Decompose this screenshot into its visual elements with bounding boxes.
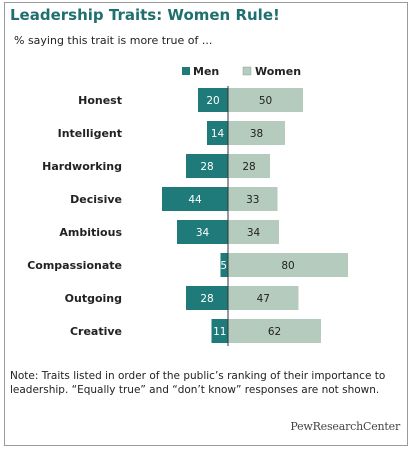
data-label-men: 5	[220, 260, 227, 272]
bar-women	[228, 121, 285, 145]
bar-women	[228, 253, 348, 277]
footnote: Note: Traits listed in order of the publ…	[10, 370, 386, 396]
data-label-men: 11	[213, 326, 226, 338]
legend-swatch-men	[182, 67, 190, 75]
data-label-men: 20	[206, 95, 219, 107]
bar-men	[220, 253, 228, 277]
data-label-men: 14	[211, 128, 225, 140]
bar-men	[207, 121, 228, 145]
bar-men	[211, 319, 228, 343]
category-label: Hardworking	[42, 160, 122, 173]
bar-women	[228, 286, 299, 310]
data-label-women: 62	[268, 326, 281, 338]
category-label: Ambitious	[59, 226, 122, 239]
data-label-women: 47	[257, 293, 270, 305]
bar-men	[177, 220, 228, 244]
data-label-women: 34	[247, 227, 261, 239]
data-label-women: 33	[246, 194, 259, 206]
bar-women	[228, 187, 278, 211]
bar-women	[228, 220, 279, 244]
bar-men	[186, 154, 228, 178]
data-label-men: 34	[196, 227, 210, 239]
bar-men	[198, 88, 228, 112]
bar-women	[228, 319, 321, 343]
data-label-men: 28	[200, 293, 213, 305]
diverging-bar-chart: Men Women Honest 20 50 Intelligent 14 38 Hardwor…	[27, 65, 348, 346]
data-label-women: 80	[281, 260, 294, 272]
category-label: Decisive	[70, 193, 122, 206]
legend-label-men: Men	[193, 65, 219, 78]
chart-subtitle: % saying this trait is more true of ...	[14, 34, 213, 47]
category-label: Intelligent	[58, 127, 122, 140]
category-label: Compassionate	[27, 259, 122, 272]
data-label-men: 44	[188, 194, 202, 206]
data-label-men: 28	[200, 161, 213, 173]
category-label: Honest	[78, 94, 122, 107]
chart-title: Leadership Traits: Women Rule!	[10, 6, 280, 24]
bar-men	[162, 187, 228, 211]
data-label-women: 28	[242, 161, 255, 173]
category-label: Creative	[70, 325, 122, 338]
data-label-women: 38	[250, 128, 263, 140]
source-credit: PewResearchCenter	[290, 420, 400, 433]
bar-women	[228, 88, 303, 112]
legend-swatch-women	[242, 66, 252, 76]
data-label-women: 50	[259, 95, 272, 107]
legend-label-women: Women	[255, 65, 301, 78]
bar-men	[186, 286, 228, 310]
category-label: Outgoing	[65, 292, 122, 305]
bar-women	[228, 154, 270, 178]
